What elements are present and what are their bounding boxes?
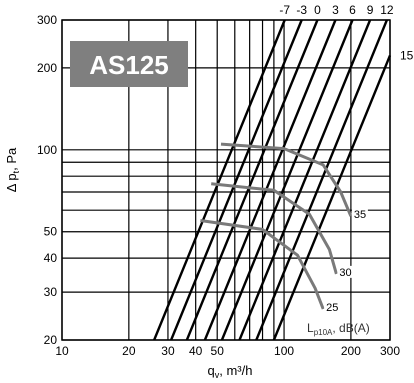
curve-label: 25 xyxy=(326,302,338,314)
x-axis-label: qv, m³/h xyxy=(208,363,253,380)
y-tick-label: 300 xyxy=(37,13,57,27)
x-tick-label: 40 xyxy=(189,344,203,358)
x-tick-label: 100 xyxy=(274,344,294,358)
sound-level-label: -7 xyxy=(279,3,290,17)
sound-level-label: 0 xyxy=(314,3,321,17)
plot-frame xyxy=(61,19,391,341)
y-tick-label: 200 xyxy=(37,61,57,75)
sound-level-line xyxy=(238,19,372,341)
x-tick-label: 300 xyxy=(380,344,400,358)
sound-level-line xyxy=(272,55,392,341)
sound-level-labels: -7 -3 0 3 6 9 12 15 xyxy=(279,3,413,62)
sound-level-line xyxy=(255,19,388,341)
x-tick-label: 200 xyxy=(341,344,361,358)
curve-label-bg xyxy=(324,300,341,313)
sound-level-label: 15 xyxy=(400,48,414,62)
x-tick-label: 10 xyxy=(55,344,69,358)
curve-label: 35 xyxy=(354,209,366,221)
sound-level-line xyxy=(185,19,319,341)
y-tick-label: 30 xyxy=(44,285,58,299)
badge-background xyxy=(70,41,188,87)
curve-labels: 35 30 25 xyxy=(324,208,368,314)
y-tick-label: 40 xyxy=(44,251,58,265)
curve-label-bg xyxy=(337,265,354,278)
sound-level-line xyxy=(153,19,286,341)
sound-level-label: 9 xyxy=(367,3,374,17)
performance-curve xyxy=(220,142,353,217)
performance-curves xyxy=(200,142,353,310)
sound-level-line xyxy=(220,19,354,341)
sound-level-line xyxy=(203,19,337,341)
sound-level-label: 3 xyxy=(332,3,339,17)
y-tick-label: 20 xyxy=(44,333,58,347)
sound-level-line xyxy=(169,19,303,341)
sound-level-lines xyxy=(153,19,392,341)
x-tick-label: 30 xyxy=(161,344,175,358)
badge-text: AS125 xyxy=(89,50,169,80)
y-tick-label: 50 xyxy=(44,225,58,239)
curve-label: 30 xyxy=(339,267,351,279)
x-tick-label: 20 xyxy=(122,344,136,358)
performance-curve xyxy=(211,182,338,275)
legend-label: Lp10A, dB(A) xyxy=(307,321,370,337)
curve-label-bg xyxy=(351,208,368,221)
sound-level-label: -3 xyxy=(296,3,307,17)
sound-level-label: 6 xyxy=(349,3,356,17)
x-tick-label: 50 xyxy=(211,344,225,358)
y-tick-label: 100 xyxy=(37,143,57,157)
y-axis-label: Δ pt, Pa xyxy=(4,147,21,192)
performance-curve xyxy=(200,219,325,310)
sound-level-label: 12 xyxy=(380,3,394,17)
